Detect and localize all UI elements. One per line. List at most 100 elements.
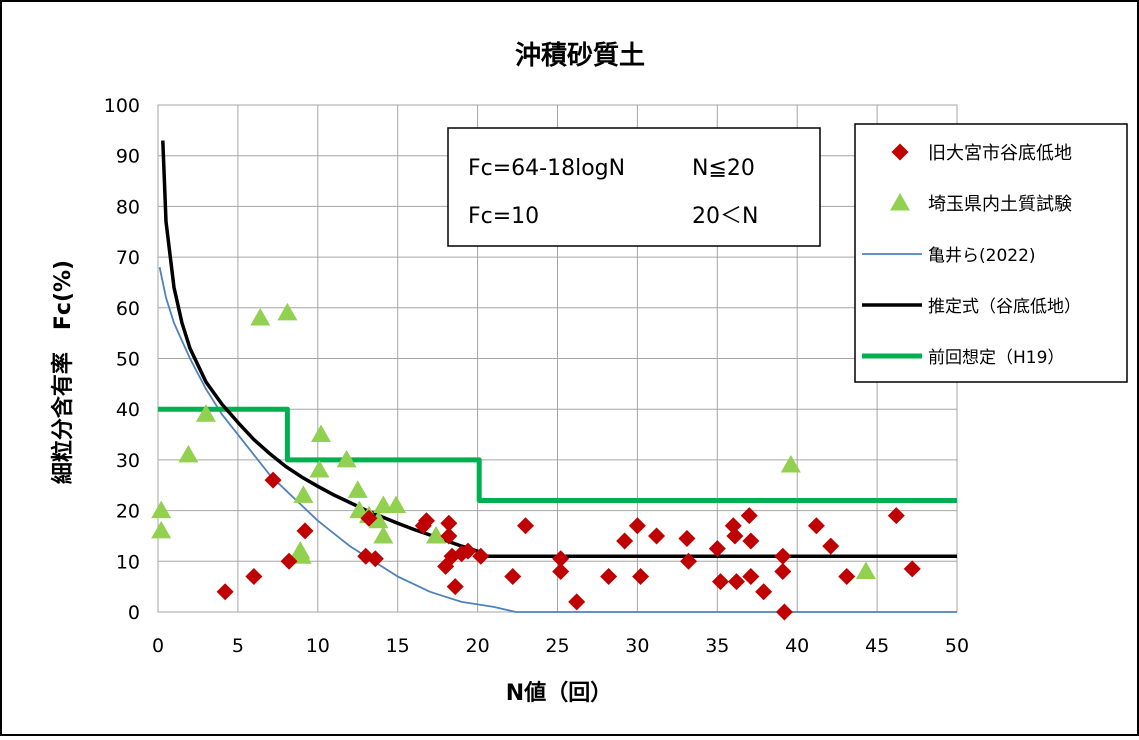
data-point-diamond — [628, 517, 646, 535]
data-point-diamond — [708, 540, 726, 558]
data-point-triangle — [277, 302, 298, 321]
legend-item: 前回想定（H19） — [862, 348, 1064, 368]
x-tick-label: 0 — [152, 635, 164, 657]
series-group — [151, 302, 876, 579]
data-point-diamond — [740, 507, 758, 525]
data-point-diamond — [616, 532, 634, 550]
data-point-diamond — [216, 583, 234, 601]
data-point-triangle — [250, 307, 271, 326]
formula-line1: Fc=64-18logN — [468, 156, 625, 181]
data-point-diamond — [887, 507, 905, 525]
data-point-diamond — [727, 573, 745, 591]
y-tick-label: 30 — [116, 450, 140, 472]
chart-title: 沖積砂質土 — [515, 41, 645, 71]
x-tick-label: 30 — [625, 635, 649, 657]
data-point-triangle — [151, 500, 172, 519]
series-layer — [151, 140, 957, 621]
legend-frame — [854, 123, 1128, 383]
data-point-diamond — [504, 568, 522, 586]
x-tick-label: 35 — [705, 635, 729, 657]
y-tick-label: 100 — [104, 95, 140, 117]
data-point-diamond — [724, 517, 742, 535]
data-point-diamond — [552, 562, 570, 580]
data-point-diamond — [600, 568, 618, 586]
formula-line2-condition: 20＜N — [692, 204, 758, 229]
x-tick-label: 5 — [232, 635, 244, 657]
legend-swatch — [891, 143, 909, 161]
data-point-triangle — [291, 546, 312, 564]
data-point-triangle — [386, 495, 407, 514]
data-point-diamond — [517, 517, 535, 535]
y-tick-label: 70 — [116, 247, 140, 269]
data-point-diamond — [807, 517, 825, 535]
data-point-triangle — [855, 561, 876, 579]
data-point-triangle — [336, 449, 357, 468]
formula-box-frame — [447, 127, 821, 247]
y-tick-label: 40 — [116, 399, 140, 421]
data-point-diamond — [440, 514, 458, 532]
data-point-diamond — [838, 568, 856, 586]
data-point-triangle — [310, 424, 331, 443]
data-point-diamond — [678, 529, 696, 547]
data-point-triangle — [373, 525, 394, 544]
data-point-diamond — [552, 550, 570, 568]
data-point-triangle — [373, 495, 394, 514]
series-group — [158, 406, 957, 503]
formula-line2: Fc=10 — [468, 204, 539, 229]
data-point-diamond — [903, 560, 921, 578]
data-point-diamond — [360, 509, 378, 527]
y-tick-label: 10 — [116, 551, 140, 573]
data-point-diamond — [774, 547, 792, 565]
x-tick-label: 45 — [865, 635, 889, 657]
data-point-triangle — [293, 485, 314, 503]
data-point-diamond — [446, 578, 464, 596]
x-tick-label: 50 — [945, 635, 969, 657]
data-point-diamond — [459, 542, 477, 560]
data-point-diamond — [648, 527, 666, 545]
series-group — [158, 267, 957, 613]
data-point-triangle — [151, 520, 172, 539]
legend-item: 埼玉県内土質試験 — [890, 193, 1072, 215]
x-tick-label: 20 — [466, 635, 490, 657]
data-point-diamond — [726, 527, 744, 545]
data-point-diamond — [366, 550, 384, 568]
x-tick-label: 40 — [785, 635, 809, 657]
legend-swatch — [890, 193, 910, 211]
data-point-diamond — [296, 522, 314, 540]
data-point-triangle — [178, 444, 199, 463]
formula-line1-condition: N≦20 — [692, 156, 755, 181]
data-point-diamond — [680, 552, 698, 570]
tick-label-layer: 0 5 10 15 20 25 30 35 40 45 50 0 10 20 30 40 50 60 70 80 90 1… — [104, 95, 969, 657]
data-point-triangle — [309, 460, 330, 478]
legend-item: 推定式（谷底低地） — [862, 297, 1081, 317]
data-point-diamond — [742, 532, 760, 550]
y-tick-label: 60 — [116, 298, 140, 320]
y-tick-label: 80 — [116, 196, 140, 218]
data-point-triangle — [195, 404, 216, 422]
legend-label: 前回想定（H19） — [928, 348, 1064, 368]
data-point-diamond — [774, 562, 792, 580]
legend-label: 亀井ら(2022) — [928, 246, 1036, 266]
data-point-diamond — [440, 527, 458, 545]
data-point-diamond — [742, 568, 760, 586]
y-tick-label: 50 — [116, 349, 140, 371]
data-point-diamond — [755, 583, 773, 601]
data-point-triangle — [426, 525, 447, 544]
data-point-diamond — [568, 593, 586, 611]
data-point-triangle — [347, 480, 368, 498]
legend-label: 推定式（谷底低地） — [928, 297, 1081, 317]
data-point-diamond — [632, 568, 650, 586]
y-tick-label: 90 — [116, 146, 140, 168]
data-point-diamond — [775, 603, 793, 621]
series-line — [158, 267, 957, 613]
data-point-triangle — [368, 510, 389, 529]
x-tick-label: 15 — [386, 635, 410, 657]
y-tick-label: 0 — [128, 602, 140, 624]
data-point-diamond — [417, 512, 435, 530]
x-tick-label: 25 — [545, 635, 569, 657]
y-tick-label: 20 — [116, 501, 140, 523]
data-point-diamond — [245, 568, 263, 586]
y-axis-label: 細粒分含有率 Fc(%) — [50, 260, 76, 484]
